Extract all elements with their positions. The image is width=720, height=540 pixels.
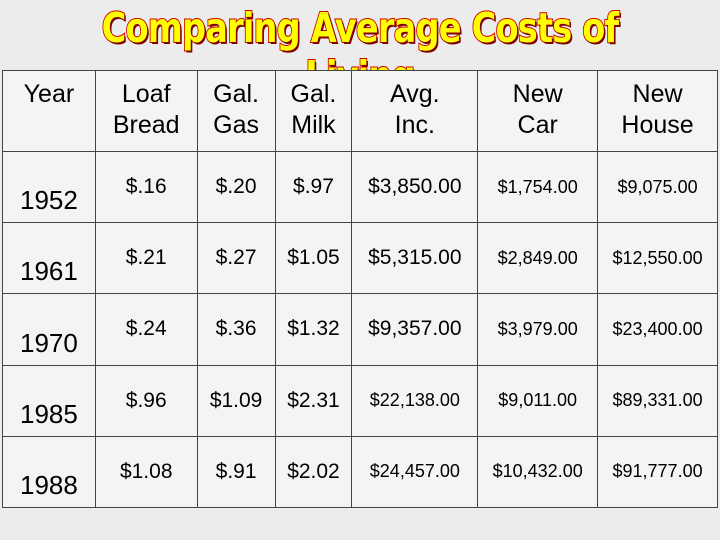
year-cell: 1970 bbox=[2, 293, 96, 366]
cost-cell: $.96 bbox=[94, 364, 198, 437]
cost-cell: $2,849.00 bbox=[477, 222, 599, 295]
cost-cell: $9,075.00 bbox=[597, 150, 718, 224]
column-header: Gal. Gas bbox=[196, 70, 276, 152]
cost-cell: $1.05 bbox=[274, 222, 353, 295]
column-header: Avg. Inc. bbox=[351, 70, 479, 152]
year-cell: 1985 bbox=[2, 364, 96, 437]
cost-cell: $1.08 bbox=[94, 435, 198, 509]
table-row: 1985 $.96 $1.09 $2.31 $22,138.00 $9,011.00 $89… bbox=[2, 364, 718, 437]
cost-cell: $.21 bbox=[94, 222, 198, 295]
cost-cell: $.20 bbox=[196, 150, 276, 224]
cost-cell: $5,315.00 bbox=[351, 222, 479, 295]
column-header: New Car bbox=[477, 70, 599, 152]
column-header: Gal. Milk bbox=[274, 70, 353, 152]
cost-cell: $9,357.00 bbox=[351, 293, 479, 366]
cost-cell: $1.09 bbox=[196, 364, 276, 437]
cost-cell: $12,550.00 bbox=[597, 222, 718, 295]
cost-cell: $3,979.00 bbox=[477, 293, 599, 366]
cost-cell: $1,754.00 bbox=[477, 150, 599, 224]
cost-cell: $.16 bbox=[94, 150, 198, 224]
cost-cell: $89,331.00 bbox=[597, 364, 718, 437]
column-header: Year bbox=[2, 70, 96, 152]
column-header: Loaf Bread bbox=[94, 70, 198, 152]
cost-cell: $23,400.00 bbox=[597, 293, 718, 366]
year-cell: 1961 bbox=[2, 222, 96, 295]
cost-cell: $.36 bbox=[196, 293, 276, 366]
cost-cell: $.24 bbox=[94, 293, 198, 366]
table-row: 1952 $.16 $.20 $.97 $3,850.00 $1,754.00 $9,075… bbox=[2, 150, 718, 224]
cost-table: Year Loaf Bread Gal. Gas Gal. Milk Avg. Inc.… bbox=[2, 70, 718, 509]
cost-cell: $2.02 bbox=[274, 435, 353, 509]
table-row: 1961 $.21 $.27 $1.05 $5,315.00 $2,849.00 $12,5… bbox=[2, 222, 718, 295]
cost-cell: $.97 bbox=[274, 150, 353, 224]
cost-cell: $1.32 bbox=[274, 293, 353, 366]
cost-cell: $.27 bbox=[196, 222, 276, 295]
table-row: 1970 $.24 $.36 $1.32 $9,357.00 $3,979.00 $23,4… bbox=[2, 293, 718, 366]
cost-cell: $10,432.00 bbox=[477, 435, 599, 509]
cost-cell: $3,850.00 bbox=[351, 150, 479, 224]
cost-cell: $22,138.00 bbox=[351, 364, 479, 437]
cost-cell: $9,011.00 bbox=[477, 364, 599, 437]
header-row: Year Loaf Bread Gal. Gas Gal. Milk Avg. Inc.… bbox=[2, 70, 718, 152]
table-body: 1952 $.16 $.20 $.97 $3,850.00 $1,754.00 $9,075… bbox=[2, 150, 718, 509]
year-cell: 1952 bbox=[2, 150, 96, 224]
cost-cell: $2.31 bbox=[274, 364, 353, 437]
cost-cell: $.91 bbox=[196, 435, 276, 509]
year-cell: 1988 bbox=[2, 435, 96, 509]
cost-cell: $91,777.00 bbox=[597, 435, 718, 509]
table-row: 1988 $1.08 $.91 $2.02 $24,457.00 $10,432.00 $9… bbox=[2, 435, 718, 509]
column-header: New House bbox=[597, 70, 718, 152]
cost-cell: $24,457.00 bbox=[351, 435, 479, 509]
